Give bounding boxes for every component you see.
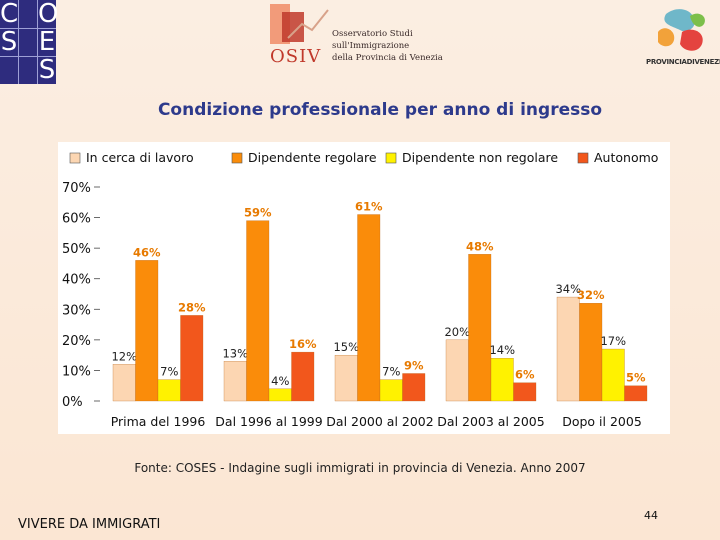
- bar-4-3: [624, 385, 648, 402]
- data-label-4-0: 34%: [555, 282, 581, 296]
- legend-swatch-2: [385, 152, 397, 164]
- bar-4-0: [556, 296, 580, 402]
- y-tick-label: 70%: [62, 181, 91, 196]
- y-tick-label: 30%: [62, 303, 91, 318]
- bar-1-2: [268, 388, 292, 402]
- bar-0-2: [157, 379, 181, 402]
- x-tick-label-4: Dopo il 2005: [562, 414, 642, 429]
- data-label-4-3: 5%: [626, 371, 646, 385]
- osiv-subtitle: Osservatorio Studi sull'Immigrazione del…: [332, 29, 443, 63]
- data-label-0-1: 46%: [133, 245, 161, 259]
- bar-2-3: [402, 373, 426, 402]
- y-tick-label: 10%: [62, 364, 91, 379]
- y-tick-label: 40%: [62, 273, 91, 288]
- bar-2-2: [379, 379, 403, 402]
- bar-2-1: [357, 214, 381, 402]
- bar-3-1: [468, 254, 492, 402]
- legend-swatch-0: [69, 152, 81, 164]
- bar-4-2: [601, 348, 625, 402]
- bar-0-1: [135, 260, 159, 402]
- bar-3-2: [490, 358, 514, 402]
- y-tick-label: 50%: [62, 242, 91, 257]
- data-label-2-2: 7%: [382, 365, 400, 379]
- data-label-4-1: 32%: [577, 288, 605, 302]
- data-label-2-1: 61%: [355, 200, 383, 214]
- bar-3-0: [445, 339, 469, 402]
- bar-0-0: [112, 364, 136, 402]
- data-label-0-2: 7%: [160, 365, 178, 379]
- bar-1-3: [291, 351, 315, 402]
- osiv-mark-icon: [270, 4, 329, 44]
- data-label-1-3: 16%: [289, 337, 317, 351]
- bar-1-1: [246, 220, 270, 402]
- bar-0-3: [180, 315, 204, 402]
- data-label-0-0: 12%: [111, 349, 137, 363]
- data-label-3-3: 6%: [515, 368, 535, 382]
- data-label-2-0: 15%: [333, 340, 359, 354]
- bar-2-0: [334, 354, 358, 402]
- coses-letter-c: C: [0, 0, 19, 29]
- coses-letter-s2: S: [38, 55, 56, 85]
- x-tick-label-2: Dal 2000 al 2002: [326, 414, 433, 429]
- legend-label-1: Dipendente regolare: [248, 150, 377, 165]
- source-note: Fonte: COSES - Indagine sugli immigrati …: [134, 461, 586, 475]
- chart-area: In cerca di lavoro Dipendente regolare Dip…: [58, 142, 670, 434]
- osiv-logo: OSIV Osservatorio Studi sull'Immigrazion…: [268, 4, 448, 68]
- data-label-2-3: 9%: [404, 358, 424, 372]
- bar-1-0: [223, 361, 247, 402]
- bar-4-1: [579, 303, 603, 402]
- data-label-1-1: 59%: [244, 206, 272, 220]
- legend-swatch-1: [231, 152, 243, 164]
- data-label-3-0: 20%: [444, 325, 470, 339]
- x-tick-label-0: Prima del 1996: [111, 414, 206, 429]
- data-label-3-1: 48%: [466, 239, 494, 253]
- legend-swatch-3: [577, 152, 589, 164]
- footer-label: VIVERE DA IMMIGRATI: [18, 517, 161, 532]
- data-label-1-2: 4%: [271, 374, 289, 388]
- bar-chart: In cerca di lavoro Dipendente regolare Dip…: [62, 150, 658, 429]
- legend-label-2: Dipendente non regolare: [402, 150, 558, 165]
- y-tick-label: 20%: [62, 334, 91, 349]
- coses-letter-s: S: [0, 27, 18, 57]
- coses-logo: C O S E S: [0, 0, 59, 85]
- y-tick-label: 60%: [62, 212, 91, 227]
- legend-label-3: Autonomo: [594, 150, 658, 165]
- y-tick-label: 0%: [62, 395, 83, 410]
- x-tick-label-3: Dal 2003 al 2005: [437, 414, 544, 429]
- legend-label-0: In cerca di lavoro: [86, 150, 194, 165]
- provincia-logo: PROVINCIADIVENEZIA: [646, 4, 720, 70]
- data-label-4-2: 17%: [600, 334, 626, 348]
- chart-title: Condizione professionale per anno di ing…: [157, 100, 603, 120]
- coses-letter-o: O: [38, 0, 59, 29]
- provincia-mark-icon: [658, 9, 705, 51]
- coses-letter-e: E: [38, 27, 56, 57]
- data-label-1-0: 13%: [222, 346, 248, 360]
- bar-3-3: [513, 382, 537, 402]
- page-number: 44: [644, 509, 658, 522]
- data-label-3-2: 14%: [489, 343, 515, 357]
- osiv-name: OSIV: [270, 46, 322, 67]
- x-tick-label-1: Dal 1996 al 1999: [215, 414, 322, 429]
- data-label-0-3: 28%: [178, 300, 206, 314]
- provincia-name: PROVINCIADIVENEZIA: [646, 58, 720, 66]
